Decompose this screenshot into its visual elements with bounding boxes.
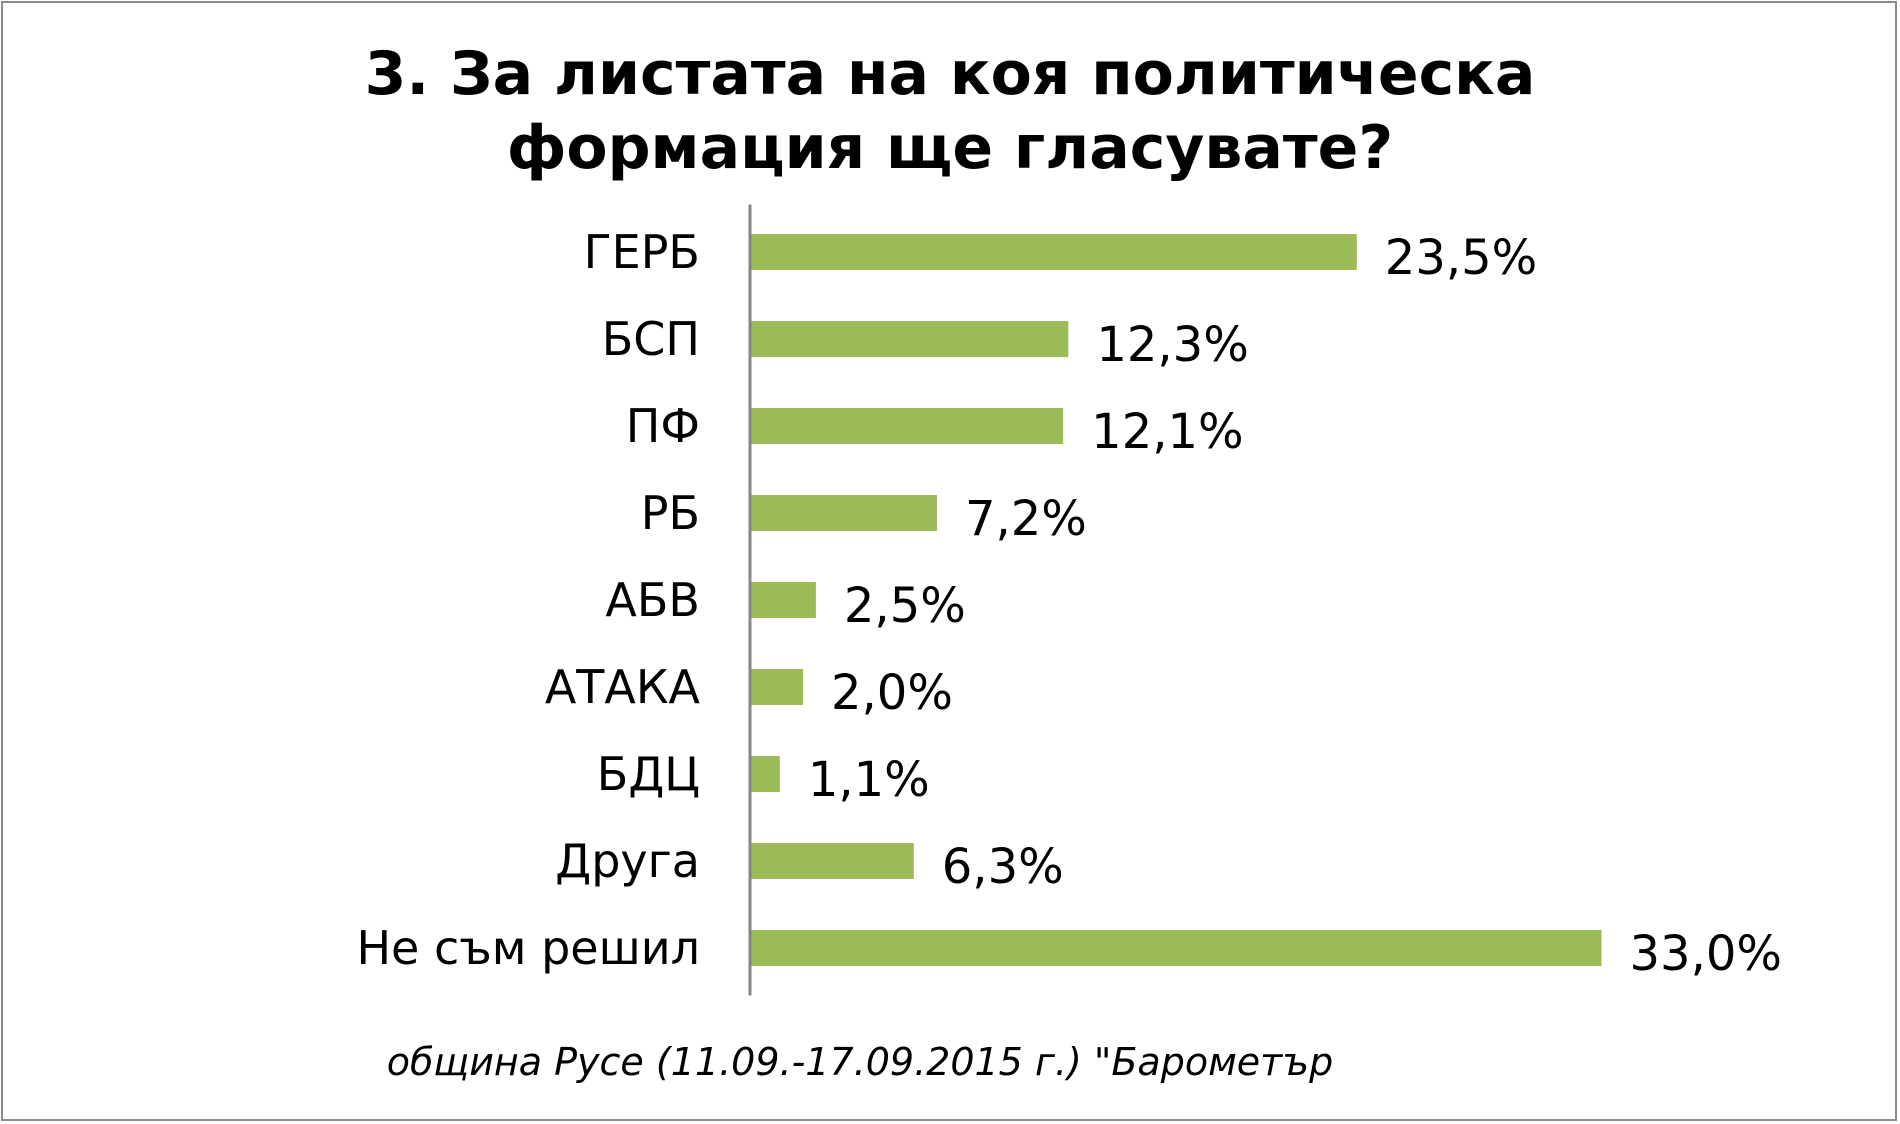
bar (751, 321, 1069, 357)
data-label: 12,1% (1091, 404, 1243, 460)
data-label: 12,3% (1096, 317, 1248, 373)
bar (751, 495, 937, 531)
chart-footnote: община Русе (11.09.-17.09.2015 г.) "Баро… (386, 1040, 1334, 1084)
data-label: 7,2% (965, 491, 1087, 547)
category-label: АБВ (605, 573, 700, 627)
data-label: 1,1% (808, 752, 930, 808)
bar (751, 930, 1602, 966)
category-label: ПФ (626, 399, 700, 453)
bar (751, 234, 1357, 270)
bar (751, 408, 1064, 444)
data-label: 33,0% (1630, 926, 1782, 982)
data-label: 2,0% (831, 665, 953, 721)
category-label: РБ (641, 486, 700, 540)
category-label: АТАКА (545, 660, 701, 714)
category-label: ГЕРБ (584, 225, 700, 279)
chart-title-line-1: 3. За листата на коя политическа (364, 39, 1536, 109)
chart-title-line-2: формация ще гласувате? (506, 113, 1394, 183)
category-label: БСП (602, 312, 700, 366)
bar (751, 582, 816, 618)
data-label: 23,5% (1385, 230, 1537, 286)
bar (751, 756, 780, 792)
category-label: Не съм решил (356, 921, 700, 975)
category-label: БДЦ (597, 747, 700, 801)
data-label: 2,5% (844, 578, 966, 634)
bar (751, 843, 914, 879)
category-label: Друга (555, 834, 700, 888)
data-label: 6,3% (942, 839, 1064, 895)
bar (751, 669, 804, 705)
